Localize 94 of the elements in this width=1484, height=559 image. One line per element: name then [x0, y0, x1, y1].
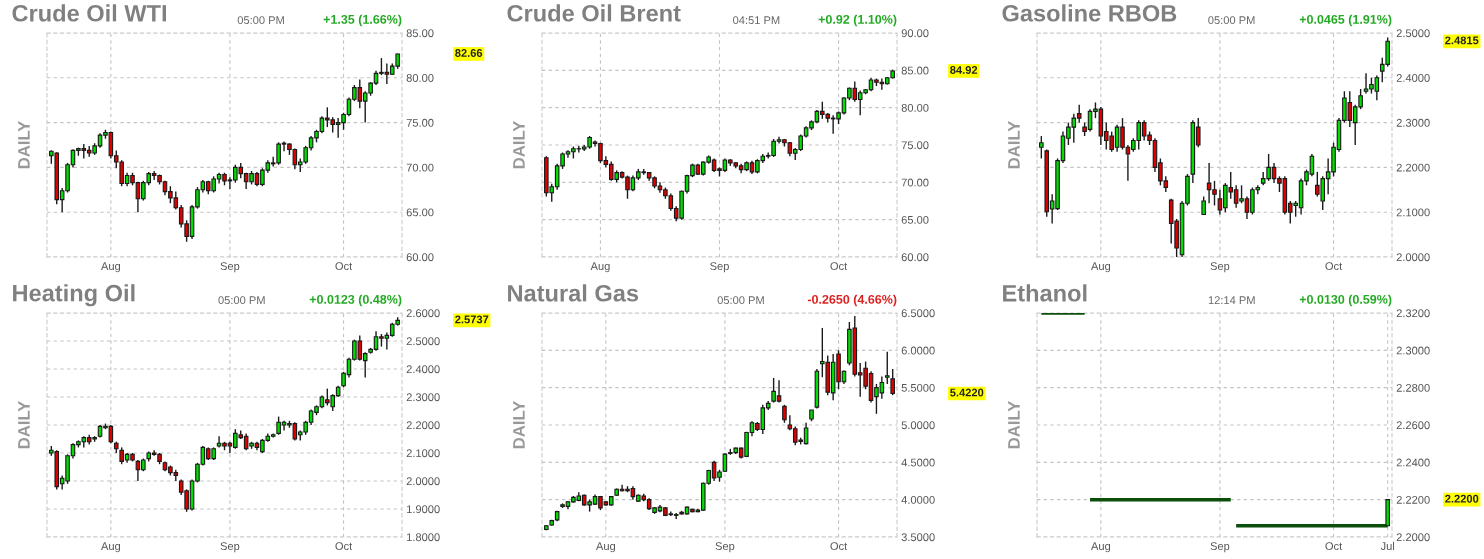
y-tick-label: 6.5000: [901, 309, 935, 318]
y-tick-label: 2.5000: [1396, 29, 1430, 38]
x-tick-label: Aug: [100, 542, 121, 553]
y-tick-label: 90.00: [901, 29, 929, 38]
y-tick-label: 2.2000: [406, 421, 440, 430]
y-tick-label: 2.4000: [406, 365, 440, 374]
candlestick: [884, 351, 890, 385]
y-tick-label: 60.00: [406, 253, 434, 262]
y-tick-label: 65.00: [406, 208, 434, 217]
y-axis-title: DAILY: [513, 401, 525, 449]
y-tick-label: 85.00: [406, 29, 434, 38]
y-tick-label: 70.00: [406, 163, 434, 172]
y-tick-label: 60.00: [901, 253, 929, 262]
text: 84.92: [950, 66, 978, 74]
y-tick-label: 2.1000: [1396, 208, 1430, 217]
text: 2.5737: [455, 315, 489, 324]
x-tick-label: Sep: [715, 542, 735, 553]
y-tick-label: 2.2800: [1396, 383, 1430, 392]
y-axis-title: DAILY: [1008, 121, 1020, 169]
x-tick-label: Sep: [710, 262, 729, 273]
y-tick-label: 2.2600: [1396, 421, 1430, 430]
x-tick-label: Sep: [220, 262, 240, 273]
y-tick-label: 2.3000: [1396, 346, 1430, 355]
x-tick-label: Sep: [1210, 262, 1230, 273]
text: +0.0465 (1.91%): [1299, 14, 1392, 27]
text: +1.35 (1.66%): [323, 14, 402, 27]
text: 05:00 PM: [218, 296, 265, 305]
y-tick-label: 2.6000: [406, 309, 440, 318]
y-axis-title: DAILY: [513, 121, 525, 169]
y-axis-title: DAILY: [18, 121, 30, 169]
text: 05:00 PM: [237, 16, 284, 25]
y-tick-label: 80.00: [406, 74, 434, 82]
y-tick-label: 75.00: [406, 118, 434, 127]
chart-title: Ethanol: [1003, 284, 1087, 302]
candlestick: [890, 368, 895, 396]
chart-title: Natural Gas: [508, 284, 639, 302]
x-tick-label: Sep: [220, 542, 240, 553]
candlestick: [1039, 135, 1044, 160]
y-tick-label: 2.2400: [1396, 458, 1430, 467]
x-tick-label: Aug: [590, 262, 610, 273]
text: 05:00 PM: [1208, 16, 1255, 25]
y-tick-label: 2.3000: [406, 393, 440, 402]
y-tick-label: 2.3200: [1396, 309, 1430, 318]
x-tick-label: Oct: [830, 542, 848, 551]
text: 5.4220: [950, 388, 984, 397]
chart-title: Crude Oil WTI: [12, 4, 167, 22]
text: 2.2200: [1445, 494, 1479, 503]
text: 04:51 PM: [733, 16, 780, 25]
text: 12:14 PM: [1208, 296, 1255, 304]
y-tick-label: 5.0000: [901, 421, 935, 430]
x-tick-label: Sep: [1210, 542, 1230, 553]
y-tick-label: 1.8000: [407, 533, 440, 542]
y-tick-label: 2.2000: [1396, 533, 1430, 542]
chart-title: Heating Oil: [13, 284, 135, 307]
x-tick-label: Jul: [1380, 541, 1395, 551]
y-tick-label: 70.00: [901, 178, 929, 187]
y-tick-label: 2.2200: [1396, 495, 1430, 504]
x-tick-label: Oct: [1325, 542, 1343, 551]
text: 82.66: [455, 49, 483, 57]
chart-title: Gasoline RBOB: [1002, 4, 1177, 22]
x-tick-label: Aug: [1090, 262, 1111, 273]
y-tick-label: 2.5000: [406, 337, 440, 346]
y-axis-title: DAILY: [18, 401, 30, 449]
text: 2.4815: [1445, 36, 1479, 45]
y-tick-label: 6.0000: [901, 346, 935, 355]
y-tick-label: 2.0000: [1396, 253, 1430, 262]
y-tick-label: 5.5000: [901, 383, 935, 392]
y-tick-label: 65.00: [901, 215, 929, 224]
y-tick-label: 85.00: [901, 66, 929, 75]
x-tick-label: Oct: [830, 262, 848, 271]
text: -0.2650 (4.66%): [807, 294, 897, 307]
text: +0.92 (1.10%): [818, 14, 897, 27]
chart-title: Crude Oil Brent: [507, 4, 681, 22]
x-tick-label: Oct: [335, 262, 353, 271]
text: 05:00 PM: [717, 296, 764, 305]
y-axis-title: DAILY: [1008, 401, 1020, 449]
x-tick-label: Aug: [1090, 542, 1111, 553]
x-tick-label: Oct: [335, 542, 353, 551]
y-tick-label: 75.00: [901, 141, 929, 150]
y-tick-label: 4.0000: [901, 495, 935, 504]
y-tick-label: 2.1000: [406, 449, 440, 458]
y-tick-label: 1.9000: [407, 505, 440, 514]
x-tick-label: Oct: [1325, 262, 1343, 271]
y-tick-label: 2.3000: [1396, 118, 1430, 127]
y-tick-label: 4.5000: [901, 458, 935, 467]
y-tick-label: 2.2000: [1396, 163, 1430, 172]
y-tick-label: 3.5000: [901, 533, 935, 542]
y-tick-label: 2.0000: [406, 477, 440, 486]
y-tick-label: 2.4000: [1396, 74, 1430, 82]
x-tick-label: Aug: [595, 542, 616, 553]
text: +0.0123 (0.48%): [309, 294, 402, 307]
text: +0.0130 (0.59%): [1299, 294, 1392, 307]
x-tick-label: Aug: [100, 262, 121, 273]
y-tick-label: 80.00: [901, 103, 929, 112]
